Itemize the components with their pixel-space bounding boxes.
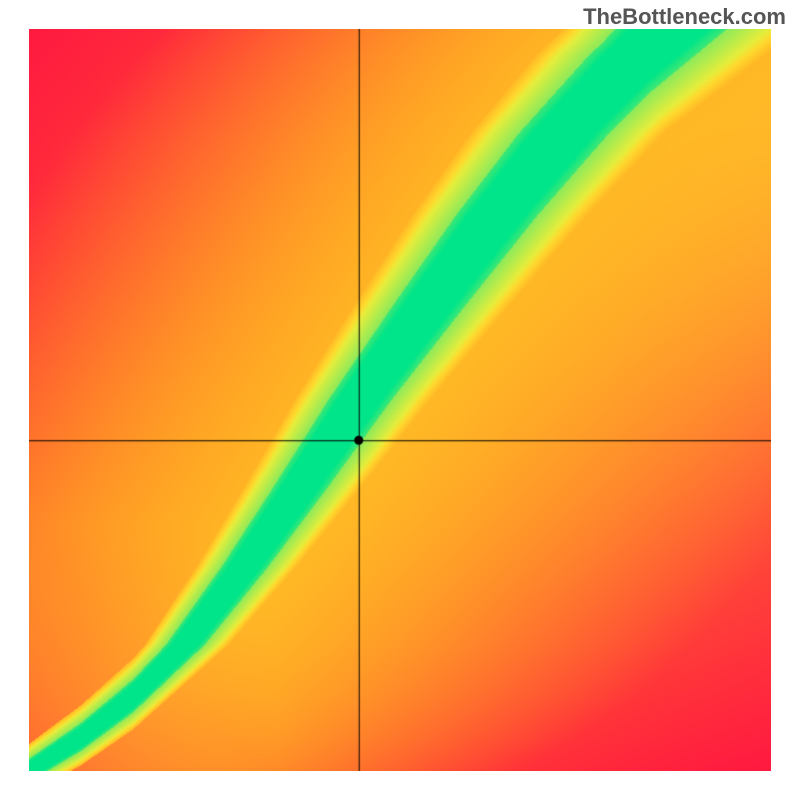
chart-container: TheBottleneck.com: [0, 0, 800, 800]
heatmap-canvas: [29, 29, 771, 771]
watermark-text: TheBottleneck.com: [583, 4, 786, 30]
plot-frame: [29, 29, 771, 771]
